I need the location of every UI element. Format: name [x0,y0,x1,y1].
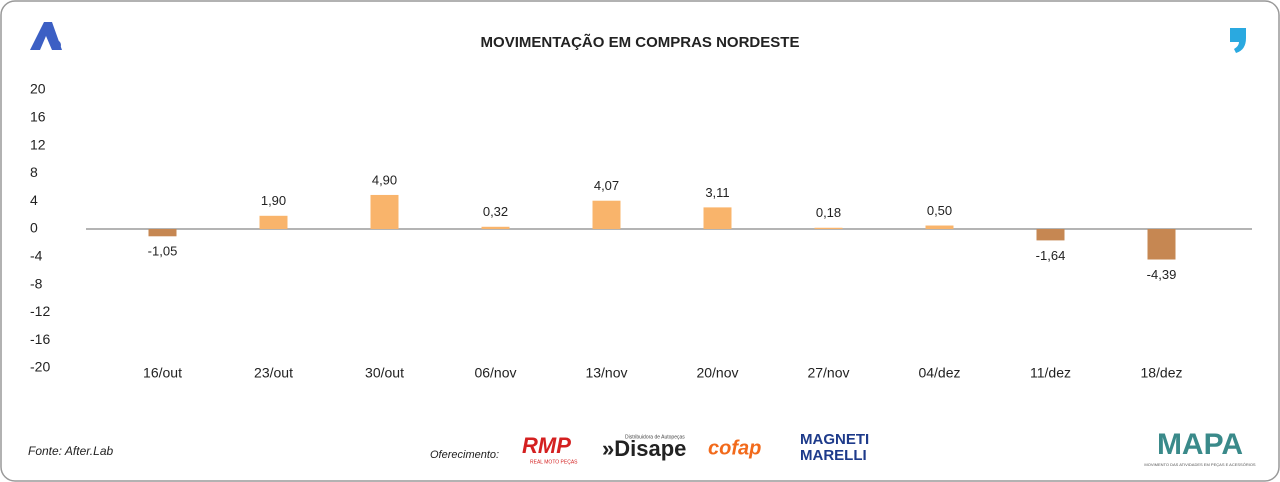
bar [259,215,288,229]
bar [148,229,177,237]
y-tick-label: -16 [30,331,50,347]
logo-a [30,22,62,50]
sponsor-logo: Distribuidora de Autopeças [625,434,685,440]
value-label: -4,39 [1147,267,1177,282]
y-tick-label: -12 [30,303,50,319]
y-tick-label: 12 [30,136,46,152]
chart-title: MOVIMENTAÇÃO EM COMPRAS NORDESTE [481,33,800,51]
x-tick-label: 06/nov [474,365,516,381]
x-tick-label: 23/out [254,365,293,381]
x-tick-label: 27/nov [807,365,849,381]
bar [370,194,399,229]
bar [481,226,510,229]
sponsor-logo: cofap [708,437,761,459]
sponsor-logo: MAGNETI [800,431,869,448]
sponsor-label: Oferecimento: [430,449,499,461]
sponsor-logo: RMP [522,433,571,458]
x-tick-label: 20/nov [696,365,738,381]
y-tick-label: 20 [30,81,46,97]
y-tick-label: -8 [30,275,43,291]
value-label: 0,18 [816,205,841,220]
y-tick-label: 8 [30,164,38,180]
x-tick-label: 04/dez [918,365,960,381]
brand: MAPA [1157,428,1243,461]
value-label: -1,64 [1036,248,1066,263]
y-tick-label: 16 [30,109,46,125]
source: Fonte: After.Lab [28,444,113,458]
brand-tagline: MOVIMENTO DAS ATIVIDADES EM PEÇAS E ACES… [1144,462,1256,467]
x-tick-label: 18/dez [1140,365,1182,381]
y-tick-label: -4 [30,248,43,264]
x-tick-label: 16/out [143,365,182,381]
sponsor-logo: REAL MOTO PEÇAS [530,459,578,465]
x-tick-label: 11/dez [1030,365,1071,381]
value-label: 3,11 [705,185,729,200]
logo-quote [1230,28,1246,53]
value-label: 0,32 [483,204,508,219]
value-label: -1,05 [148,244,178,259]
y-tick-label: 0 [30,220,38,236]
x-tick-label: 30/out [365,365,404,381]
bar [1036,229,1065,241]
value-label: 4,90 [372,172,397,187]
value-label: 4,07 [594,178,619,193]
x-tick-label: 13/nov [585,365,627,381]
y-tick-label: -20 [30,359,50,375]
value-label: 0,50 [927,203,952,218]
bar [925,225,954,229]
bar [592,200,621,229]
sponsor-logo: MARELLI [800,447,867,464]
bar [703,207,732,229]
bar [1147,229,1176,260]
value-label: 1,90 [261,193,286,208]
y-tick-label: 4 [30,192,38,208]
sponsor-logo: »Disape [602,436,686,461]
bar [814,227,843,229]
